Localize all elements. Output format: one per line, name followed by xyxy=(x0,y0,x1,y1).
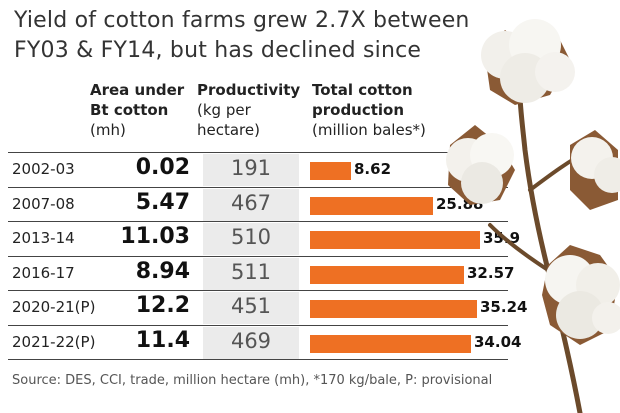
cotton-boll-middle xyxy=(446,125,515,205)
row-year-label: 2016-17 xyxy=(12,263,75,282)
production-bar xyxy=(310,196,433,215)
row-area-value: 8.94 xyxy=(135,258,190,284)
header-prod-line3: hectare) xyxy=(197,121,260,139)
row-productivity-value: 467 xyxy=(230,190,272,215)
row-productivity-value: 469 xyxy=(230,328,272,353)
row-year-label: 2021-22(P) xyxy=(12,332,96,351)
source-note: Source: DES, CCI, trade, million hectare… xyxy=(12,373,493,388)
production-bar xyxy=(310,334,471,353)
row-year-label: 2020-21(P) xyxy=(12,298,96,316)
title-line-2: FY03 & FY14, but has declined since xyxy=(14,38,422,63)
productivity-cell-bg xyxy=(203,326,299,359)
row-area-value: 5.47 xyxy=(135,189,190,215)
production-data-label: 32.57 xyxy=(467,263,515,282)
productivity-cell-bg xyxy=(203,188,299,221)
table-row: 2016-17 8.94 511 32.57 xyxy=(8,255,514,291)
row-area-value: 0.02 xyxy=(135,155,190,180)
production-data-label: 35.24 xyxy=(480,298,528,316)
productivity-cell-bg xyxy=(203,223,299,255)
header-tot-line3: (million bales*) xyxy=(312,121,426,139)
header-tot-line2: production xyxy=(312,101,405,119)
row-area-value: 11.4 xyxy=(135,327,190,353)
header-productivity: Productivity (kg per hectare) xyxy=(197,80,300,140)
row-area-value: 12.2 xyxy=(135,293,190,318)
table-row: 2007-08 5.47 467 25.88 xyxy=(8,186,508,222)
productivity-cell-bg xyxy=(203,292,299,324)
header-area-line2: Bt cotton xyxy=(90,101,169,119)
row-productivity-value: 451 xyxy=(230,294,272,318)
header-tot-line1: Total cotton xyxy=(312,81,413,99)
row-area-value: 11.03 xyxy=(120,224,190,249)
production-bar xyxy=(310,265,464,284)
production-data-label: 34.04 xyxy=(474,332,522,351)
header-prod-line2: (kg per xyxy=(197,101,251,119)
row-productivity-value: 191 xyxy=(230,156,272,180)
header-area: Area under Bt cotton (mh) xyxy=(90,80,184,140)
row-productivity-value: 511 xyxy=(230,259,272,284)
productivity-cell-bg xyxy=(203,154,299,186)
cotton-stem xyxy=(488,57,612,413)
table-bottom-rule xyxy=(8,359,508,360)
cotton-boll-right xyxy=(570,130,620,210)
header-prod-line1: Productivity xyxy=(197,81,301,99)
cotton-boll-bottom xyxy=(542,245,620,345)
row-productivity-value: 510 xyxy=(230,225,272,249)
production-data-label: 8.62 xyxy=(354,160,392,178)
header-production: Total cotton production (million bales*) xyxy=(312,80,426,140)
cotton-plant-illustration xyxy=(446,19,620,413)
production-bar xyxy=(310,231,480,249)
row-year-label: 2002-03 xyxy=(12,160,75,178)
row-year-label: 2013-14 xyxy=(12,229,75,247)
table-row: 2020-21(P) 12.2 451 35.24 xyxy=(8,290,527,325)
table-row: 2021-22(P) 11.4 469 34.04 xyxy=(8,324,521,360)
table-row: 2002-03 0.02 191 8.62 xyxy=(8,152,508,187)
production-bar xyxy=(310,162,351,180)
table-row: 2013-14 11.03 510 35.9 xyxy=(8,221,520,256)
cotton-boll-top xyxy=(481,19,575,105)
chart-title: Yield of cotton farms grew 2.7X between … xyxy=(14,6,514,66)
title-line-1: Yield of cotton farms grew 2.7X between xyxy=(14,8,470,33)
row-year-label: 2007-08 xyxy=(12,194,75,213)
header-area-line1: Area under xyxy=(90,81,185,99)
header-area-unit: (mh) xyxy=(90,121,126,139)
production-bar xyxy=(310,300,477,318)
productivity-cell-bg xyxy=(203,257,299,290)
